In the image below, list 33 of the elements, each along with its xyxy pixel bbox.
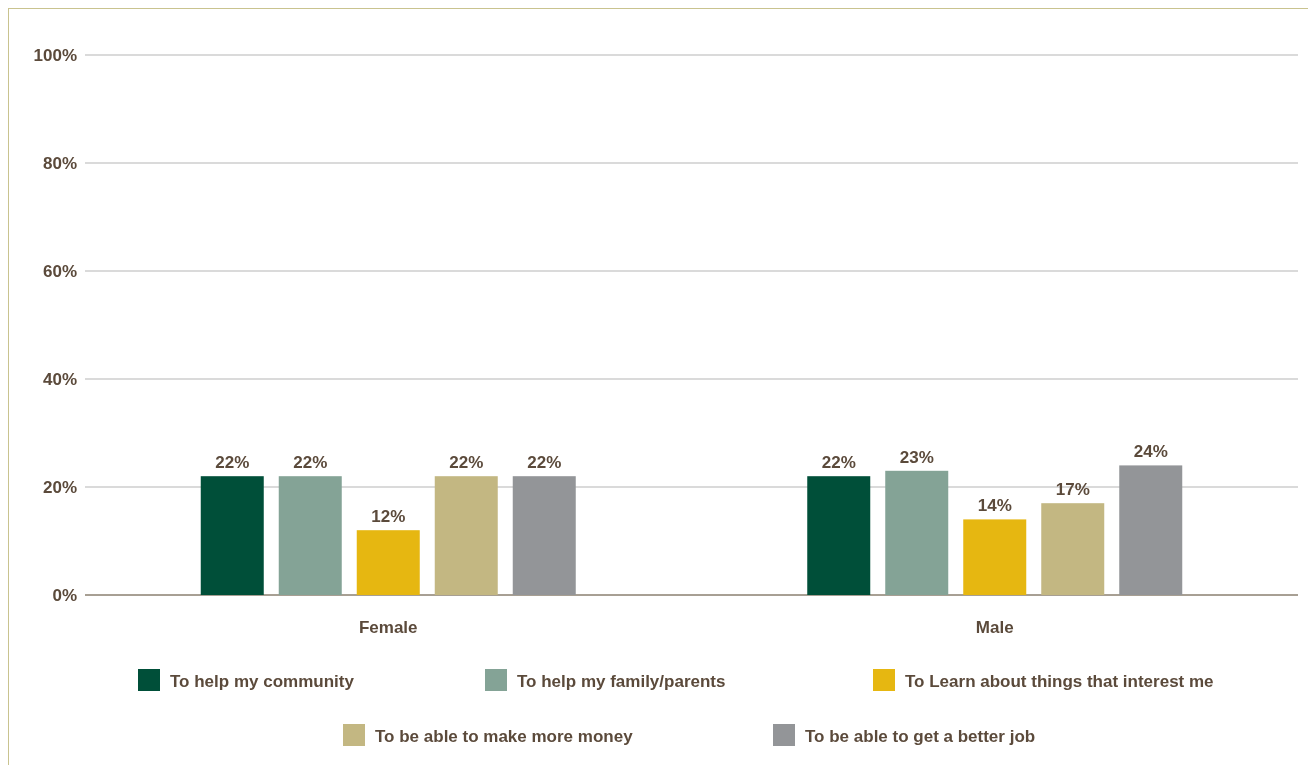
text: 22% — [449, 453, 484, 473]
bar — [356, 530, 420, 595]
text: 22% — [527, 453, 562, 473]
y-tick-label: 20% — [42, 478, 77, 497]
legend-label: To help my family/parents — [517, 672, 726, 691]
text: 22% — [215, 453, 250, 473]
legend-label: To be able to make more money — [375, 727, 634, 746]
text: 22% — [293, 453, 328, 473]
bar — [1041, 503, 1105, 595]
x-tick-label: Female — [358, 618, 418, 637]
text: 12% — [371, 507, 406, 527]
bar — [278, 476, 342, 595]
bar — [885, 470, 949, 595]
legend-label: To help my community — [170, 672, 355, 691]
text: 23% — [899, 447, 934, 467]
text: 17% — [1055, 480, 1090, 500]
text: 24% — [1133, 442, 1168, 462]
bar — [963, 519, 1027, 595]
y-tick-label: 100% — [33, 46, 77, 65]
text: 22% — [821, 453, 856, 473]
legend-label: To be able to get a better job — [805, 727, 1036, 746]
bar — [512, 476, 576, 595]
legend-label: To Learn about things that interest me — [905, 672, 1214, 691]
y-tick-label: 60% — [42, 262, 77, 281]
x-tick-label: Male — [975, 618, 1014, 637]
bar — [434, 476, 498, 595]
y-tick-label: 0% — [52, 586, 77, 605]
y-tick-label: 40% — [42, 370, 77, 389]
bar — [1119, 465, 1183, 595]
y-tick-label: 80% — [42, 154, 77, 173]
bar — [807, 476, 871, 595]
bar — [200, 476, 264, 595]
text: 14% — [977, 496, 1012, 516]
